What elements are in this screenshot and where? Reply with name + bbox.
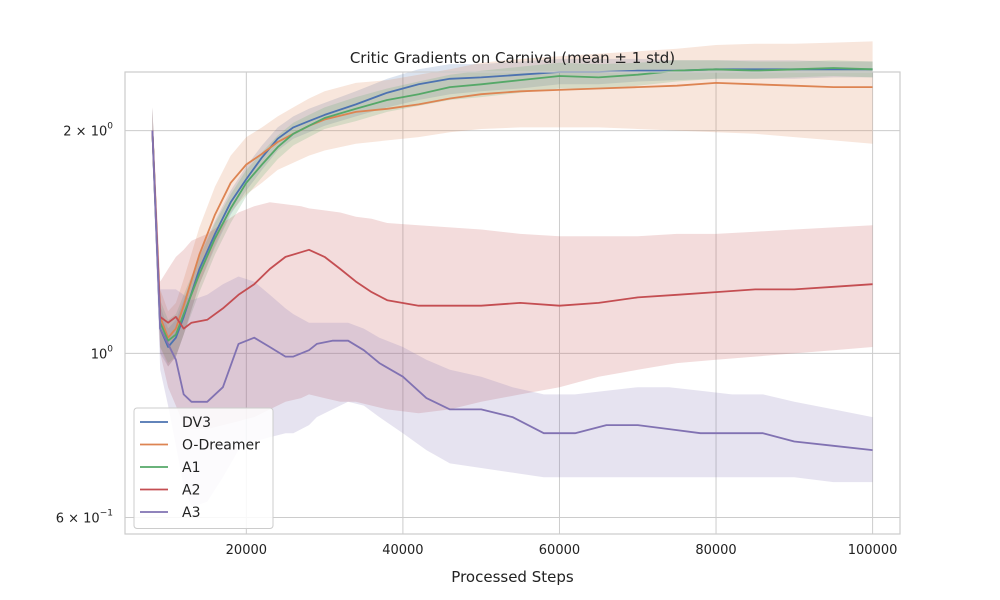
y-tick-label: 100 [91, 344, 114, 362]
legend-label: O-Dreamer [182, 438, 260, 454]
series-line-o-dreamer [151, 82, 873, 339]
std-bands [152, 41, 873, 508]
legend: DV3 O-Dreamer A1 A2 A3 [133, 407, 274, 529]
legend-box [133, 407, 274, 529]
legend-label: A2 [182, 483, 200, 499]
series-line-a1 [151, 67, 873, 342]
chart-title: Critic Gradients on Carnival (mean ± 1 s… [350, 49, 675, 67]
std-band-a2 [152, 107, 873, 430]
legend-label: DV3 [182, 415, 211, 431]
std-band-a3 [152, 107, 873, 508]
x-tick-label: 100000 [848, 543, 898, 558]
legend-label: A1 [182, 460, 200, 476]
x-tick-labels: 20000 40000 60000 80000 100000 [226, 543, 898, 558]
y-tick-labels: 6 × 10−1 100 2 × 100 [56, 122, 114, 527]
plot-frame [124, 71, 901, 535]
series-line-a2 [151, 130, 873, 330]
x-tick-label: 20000 [226, 543, 267, 558]
x-axis-title: Processed Steps [451, 568, 574, 586]
std-band-o-dreamer [152, 41, 873, 367]
y-tick-label: 2 × 100 [63, 122, 113, 140]
x-tick-label: 60000 [539, 543, 580, 558]
legend-label: A3 [182, 505, 200, 521]
series-line-a3 [151, 130, 873, 451]
series-lines [151, 67, 873, 451]
x-tick-label: 80000 [695, 543, 736, 558]
x-tick-label: 40000 [382, 543, 423, 558]
y-tick-label: 6 × 10−1 [56, 509, 113, 527]
